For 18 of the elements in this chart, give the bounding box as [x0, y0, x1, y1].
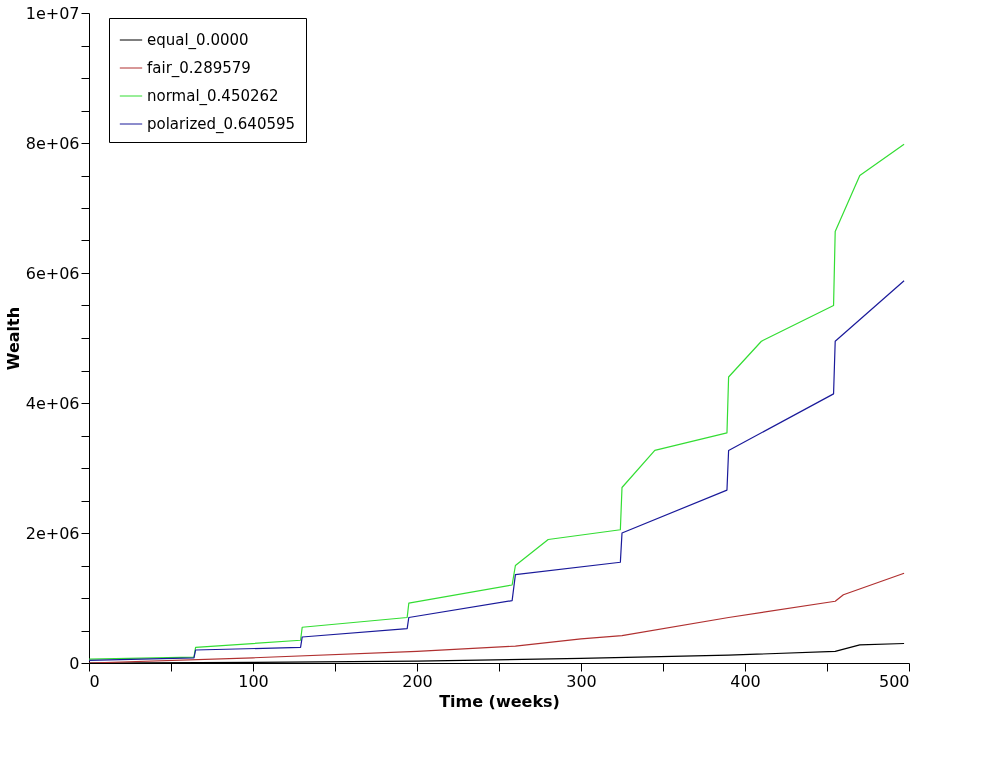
x-tick-label: 400: [730, 671, 761, 691]
x-axis-title: Time (weeks): [439, 691, 560, 711]
y-tick-label: 4e+06: [25, 393, 80, 413]
legend-label: equal_0.0000: [147, 31, 249, 50]
x-tick-label: 100: [238, 671, 269, 691]
y-axis-title: Wealth: [3, 306, 23, 371]
y-tick-label: 1e+07: [25, 3, 80, 23]
y-tick-label: 0: [69, 653, 80, 673]
x-tick-label: 0: [89, 671, 100, 691]
y-tick-label: 2e+06: [25, 523, 80, 543]
x-tick-label: 200: [402, 671, 433, 691]
x-tick-label: 500: [878, 671, 910, 691]
legend-label: polarized_0.640595: [147, 115, 296, 134]
legend-label: normal_0.450262: [147, 87, 279, 106]
y-tick-label: 6e+06: [25, 263, 80, 283]
x-tick-label: 300: [566, 671, 597, 691]
legend-label: fair_0.289579: [147, 59, 251, 78]
y-tick-label: 8e+06: [25, 133, 80, 153]
